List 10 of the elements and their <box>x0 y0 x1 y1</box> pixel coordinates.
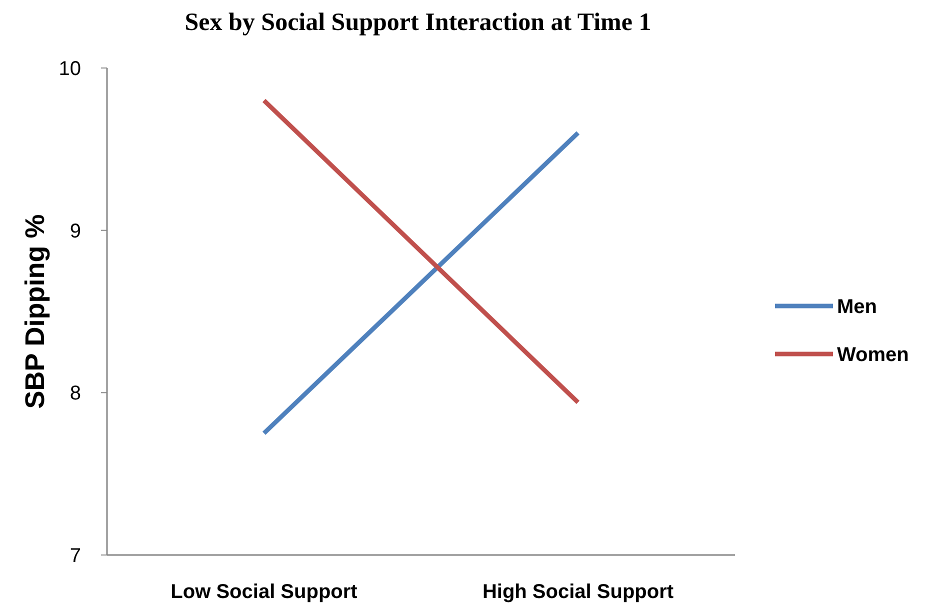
y-tick-label: 8 <box>70 382 81 405</box>
legend-label: Women <box>837 344 909 366</box>
y-tick-label: 7 <box>70 545 81 567</box>
x-tick-label: Low Social Support <box>170 581 358 603</box>
y-tick-label: 10 <box>58 58 81 80</box>
chart-title: Sex by Social Support Interaction at Time 1 <box>184 9 652 36</box>
x-tick-label: High Social Support <box>482 581 674 603</box>
y-axis-title: SBP Dipping % <box>20 214 50 409</box>
y-tick-label: 9 <box>70 220 81 242</box>
legend-label: Men <box>837 296 877 318</box>
